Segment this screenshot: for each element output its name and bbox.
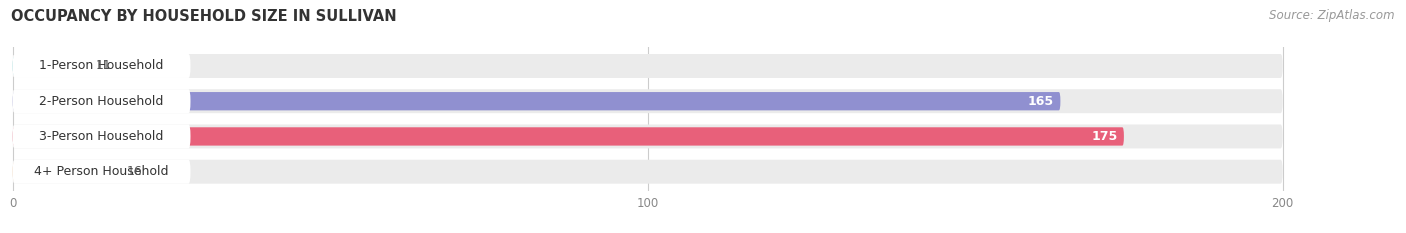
- FancyBboxPatch shape: [13, 160, 190, 184]
- Text: 4+ Person Household: 4+ Person Household: [34, 165, 169, 178]
- FancyBboxPatch shape: [13, 124, 1282, 148]
- Text: 11: 11: [96, 59, 111, 72]
- FancyBboxPatch shape: [13, 54, 1282, 78]
- FancyBboxPatch shape: [13, 124, 190, 148]
- FancyBboxPatch shape: [13, 89, 190, 113]
- FancyBboxPatch shape: [13, 57, 83, 75]
- Text: 1-Person Household: 1-Person Household: [39, 59, 163, 72]
- Text: 16: 16: [127, 165, 143, 178]
- Text: Source: ZipAtlas.com: Source: ZipAtlas.com: [1270, 9, 1395, 22]
- FancyBboxPatch shape: [13, 127, 1123, 146]
- Text: 2-Person Household: 2-Person Household: [39, 95, 163, 108]
- Text: 3-Person Household: 3-Person Household: [39, 130, 163, 143]
- FancyBboxPatch shape: [13, 89, 1282, 113]
- FancyBboxPatch shape: [13, 160, 1282, 184]
- Text: 165: 165: [1028, 95, 1054, 108]
- FancyBboxPatch shape: [13, 54, 190, 78]
- Text: 175: 175: [1091, 130, 1118, 143]
- Text: OCCUPANCY BY HOUSEHOLD SIZE IN SULLIVAN: OCCUPANCY BY HOUSEHOLD SIZE IN SULLIVAN: [11, 9, 396, 24]
- FancyBboxPatch shape: [13, 92, 1060, 110]
- FancyBboxPatch shape: [13, 163, 114, 181]
